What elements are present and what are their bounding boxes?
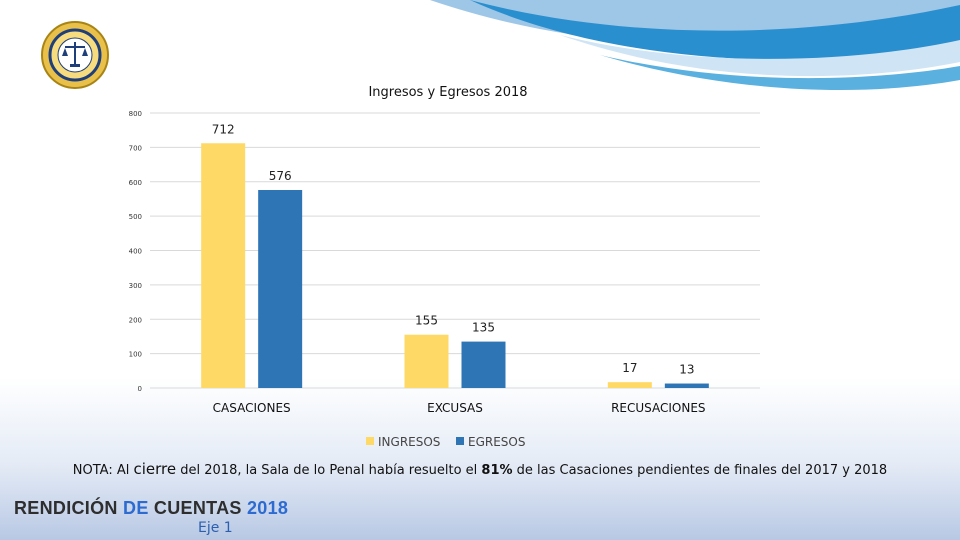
court-emblem-logo	[41, 21, 109, 89]
y-tick-label: 0	[138, 385, 142, 393]
legend-swatch	[456, 437, 464, 445]
x-category-label: EXCUSAS	[427, 401, 483, 415]
note-text-middle: del 2018, la Sala de lo Penal había resu…	[176, 463, 482, 478]
bar-egresos-casaciones	[258, 190, 303, 388]
y-tick-label: 800	[129, 110, 142, 118]
chart-bars	[201, 143, 709, 388]
brand-word-rendicion: RENDICIÓN	[14, 498, 124, 518]
y-tick-label: 600	[129, 179, 142, 187]
note-text-suffix: de las Casaciones pendientes de finales …	[512, 463, 888, 478]
y-tick-label: 500	[129, 213, 142, 221]
chart-x-axis: CASACIONES EXCUSAS RECUSACIONES	[213, 401, 706, 415]
brand-word-de: DE	[123, 498, 149, 518]
bar-egresos-recusaciones	[664, 383, 709, 388]
footnote: NOTA: Al cierre del 2018, la Sala de lo …	[0, 460, 960, 478]
legend-label: INGRESOS	[378, 435, 440, 449]
bar-egresos-excusas	[461, 341, 506, 388]
bar-ingresos-casaciones	[201, 143, 246, 388]
x-category-label: RECUSACIONES	[611, 401, 705, 415]
data-label: 17	[622, 361, 637, 375]
header-swoosh	[430, 0, 960, 90]
x-category-label: CASACIONES	[213, 401, 291, 415]
y-tick-label: 200	[129, 316, 142, 324]
y-tick-label: 400	[129, 248, 142, 256]
chart-title: Ingresos y Egresos 2018	[368, 85, 527, 100]
data-label: 155	[415, 314, 438, 328]
y-tick-label: 300	[129, 282, 142, 290]
chart-legend: INGRESOS EGRESOS	[366, 435, 525, 449]
note-text-prefix: NOTA: Al	[72, 463, 134, 478]
note-percentage: 81%	[481, 463, 513, 478]
legend-label: EGRESOS	[468, 435, 525, 449]
brand-year: 2018	[247, 498, 289, 518]
brand-word-cuentas: CUENTAS	[148, 498, 247, 518]
data-label: 135	[472, 321, 495, 335]
y-tick-label: 100	[129, 351, 142, 359]
chart-y-axis: 0 100 200 300 400 500 600 700 800	[129, 110, 142, 393]
bar-chart: Ingresos y Egresos 2018 0 100 200 300 400 500…	[129, 85, 760, 449]
axis-label-eje: Eje 1	[198, 520, 233, 536]
bar-ingresos-excusas	[404, 334, 449, 388]
data-label: 712	[212, 122, 235, 136]
chart-data-labels: 712 576 155 135 17 13	[212, 122, 695, 376]
data-label: 13	[679, 363, 694, 377]
bar-ingresos-recusaciones	[607, 382, 652, 388]
legend-swatch	[366, 437, 374, 445]
brand-title: RENDICIÓN DE CUENTAS 2018	[14, 498, 288, 519]
y-tick-label: 700	[129, 144, 142, 152]
data-label: 576	[269, 169, 292, 183]
note-text-emphasis: cierre	[133, 460, 177, 478]
chart-gridlines	[150, 112, 760, 389]
